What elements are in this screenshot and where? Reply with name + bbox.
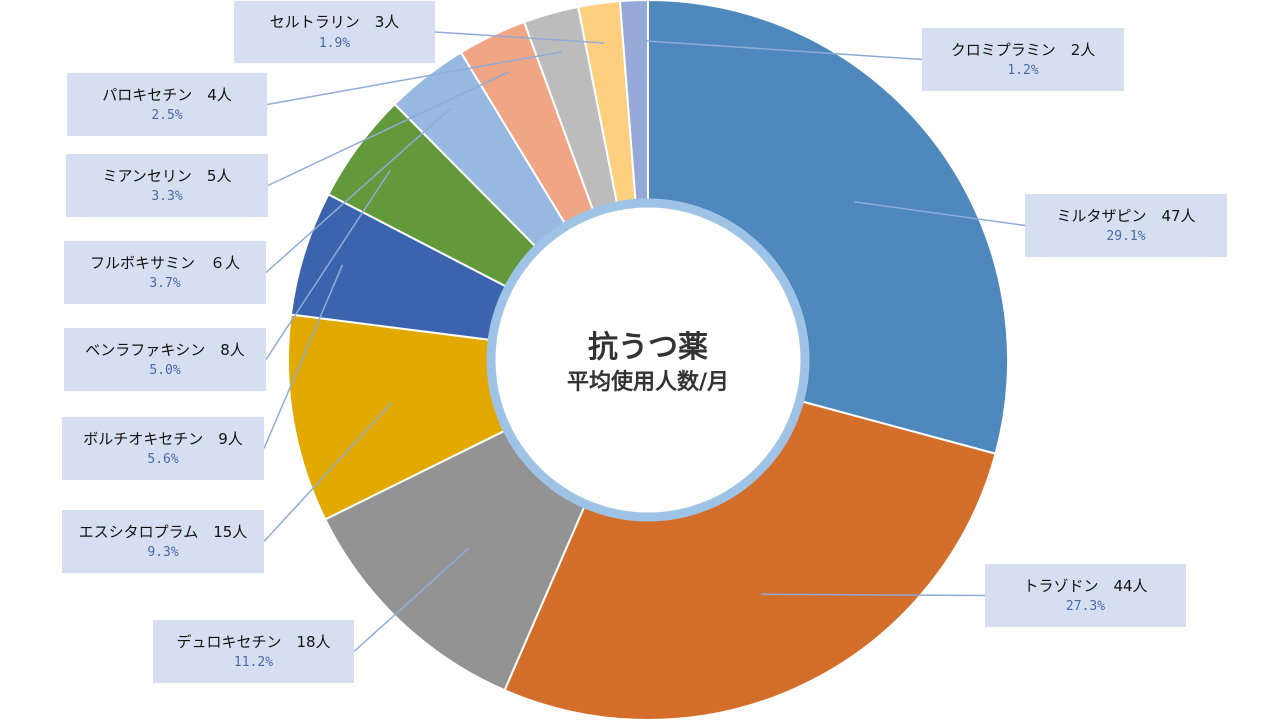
- data-label-name: ミアンセリン 5人: [102, 166, 232, 185]
- data-label-percent: 9.3%: [147, 545, 179, 560]
- data-label-11: クロミプラミン 2人 1.2%: [922, 28, 1124, 91]
- data-label-9: パロキセチン 4人 2.5%: [67, 73, 267, 136]
- data-label-percent: 1.9%: [318, 35, 351, 51]
- data-label-name: セルトラリン 3人: [269, 13, 400, 31]
- leader-line-5: [263, 264, 344, 449]
- data-label-percent: 2.5%: [151, 108, 183, 123]
- data-label-name: フルボキサミン ６人: [89, 253, 240, 272]
- leader-line-3: [353, 547, 470, 653]
- data-label-6: ベンラファキシン 8人 5.0%: [64, 328, 266, 391]
- data-label-percent: 3.3%: [151, 189, 183, 204]
- inner-ring: [486, 198, 810, 522]
- leader-line-2: [760, 593, 986, 597]
- data-label-percent: 27.3%: [1065, 599, 1106, 614]
- chart-title: 抗うつ薬: [588, 330, 708, 365]
- leader-line-4: [263, 402, 393, 543]
- data-label-8: ミアンセリン 5人 3.3%: [66, 154, 268, 217]
- data-label-name: デュロキセチン 18人: [176, 632, 331, 651]
- data-label-percent: 5.0%: [149, 363, 181, 378]
- data-label-percent: 5.6%: [147, 452, 179, 467]
- data-label-name: パロキセチン 4人: [102, 85, 232, 104]
- chart-center-text: 抗うつ薬 平均使用人数/月: [488, 330, 808, 399]
- leader-line-9: [266, 51, 562, 106]
- data-label-10: セルトラリン 3人 1.9%: [234, 1, 435, 63]
- data-label-7: フルボキサミン ６人 3.7%: [64, 241, 266, 304]
- data-label-percent: 1.2%: [1007, 63, 1039, 78]
- leader-line-6: [265, 169, 391, 360]
- data-label-name: トラゾドン 44人: [1023, 576, 1148, 595]
- data-label-name: ボルチオキセチン 9人: [83, 429, 243, 448]
- leader-line-8: [267, 71, 510, 187]
- chart-subtitle: 平均使用人数/月: [566, 370, 730, 395]
- leader-line-10: [434, 31, 605, 44]
- data-label-1: ミルタザピン 47人 29.1%: [1025, 194, 1227, 257]
- leader-line-11: [635, 39, 923, 61]
- data-label-5: ボルチオキセチン 9人 5.6%: [62, 417, 264, 480]
- leader-lines-group: [263, 31, 1026, 653]
- data-label-2: トラゾドン 44人 27.3%: [985, 564, 1186, 627]
- data-label-percent: 3.7%: [149, 276, 181, 291]
- leader-line-1: [854, 201, 1026, 227]
- data-label-percent: 29.1%: [1106, 229, 1146, 244]
- leader-line-7: [265, 107, 452, 274]
- data-label-name: クロミプラミン 2人: [950, 40, 1096, 59]
- data-label-3: デュロキセチン 18人 11.2%: [153, 620, 354, 683]
- data-label-name: ミルタザピン 47人: [1056, 206, 1196, 225]
- data-label-name: ベンラファキシン 8人: [85, 340, 245, 359]
- data-label-name: エスシタロプラム 15人: [78, 522, 248, 541]
- data-label-percent: 11.2%: [233, 655, 274, 670]
- data-label-4: エスシタロプラム 15人 9.3%: [62, 510, 264, 573]
